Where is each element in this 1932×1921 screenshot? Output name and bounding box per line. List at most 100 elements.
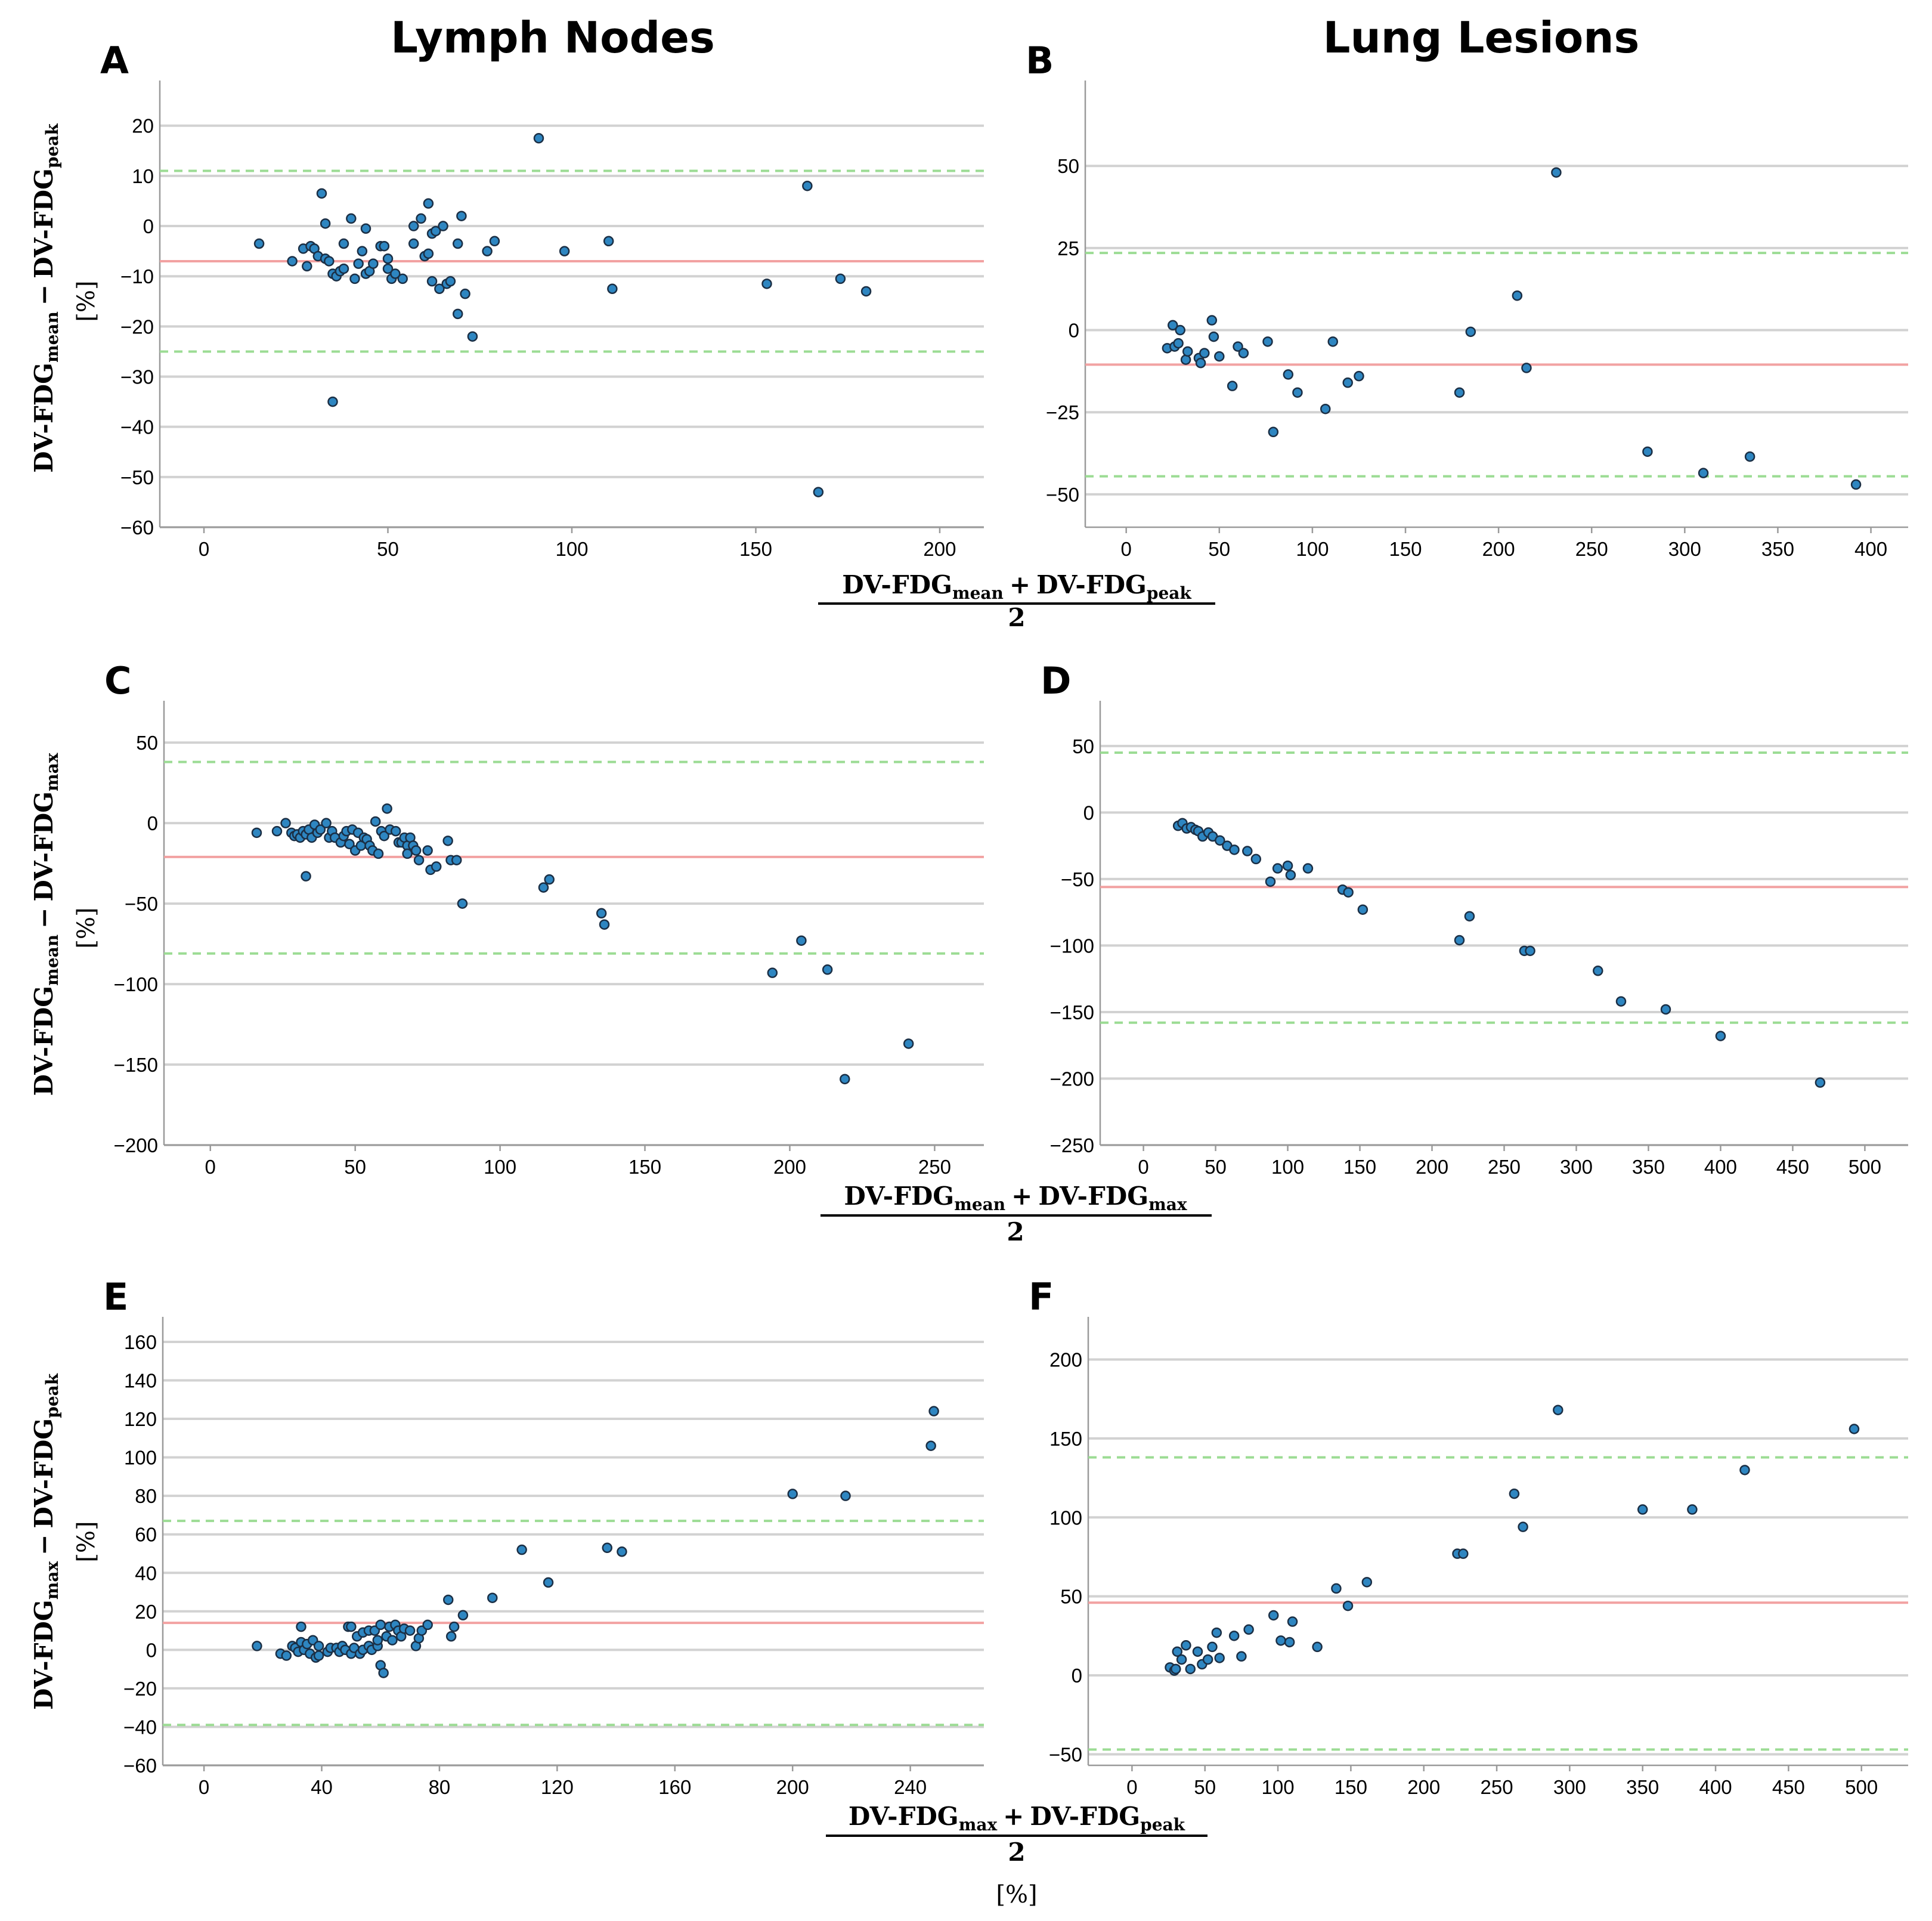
- x-tick-label-f: 500: [1845, 1776, 1878, 1798]
- data-point-b: [1744, 451, 1755, 462]
- y-unit-row-3-text: [%]: [73, 1521, 100, 1562]
- data-point-d: [1454, 935, 1465, 946]
- data-point-f: [1268, 1610, 1279, 1621]
- column-title-lymph-nodes: Lymph Nodes: [391, 13, 715, 63]
- x-tick-label-f: 300: [1553, 1776, 1586, 1798]
- x-tick-label-f: 200: [1407, 1776, 1440, 1798]
- data-point-a: [346, 213, 357, 224]
- x-label-row-3: DV-FDGmax + DV-FDGpeak 2 [%]: [826, 1802, 1208, 1908]
- data-point-a: [489, 236, 500, 247]
- x-tick-label-f: 350: [1626, 1776, 1659, 1798]
- y-tick-label-f: 50: [1060, 1586, 1082, 1608]
- data-point-e: [617, 1546, 627, 1557]
- data-point-a: [482, 246, 493, 256]
- data-point-b: [1521, 363, 1532, 373]
- data-point-f: [1849, 1424, 1860, 1434]
- x-tick-label-d: 400: [1704, 1156, 1737, 1178]
- data-point-c: [410, 845, 422, 856]
- y-label-row-3-formula: DV-FDGmax−DV-FDGpeak: [29, 1373, 62, 1710]
- data-point-a: [382, 263, 394, 274]
- data-point-c: [315, 824, 326, 835]
- data-point-e: [442, 1594, 454, 1606]
- data-point-f: [1192, 1646, 1203, 1657]
- data-point-c: [373, 848, 384, 859]
- x-tick-label-d: 50: [1205, 1156, 1227, 1178]
- data-point-d: [1272, 863, 1283, 874]
- data-point-a: [533, 133, 544, 144]
- y-tick-label-d: −200: [1050, 1068, 1094, 1090]
- x-label-row-1-denominator: 2: [1008, 603, 1025, 632]
- y-tick-label-a: 20: [132, 115, 154, 137]
- data-point-f: [1331, 1583, 1342, 1594]
- data-point-d: [1265, 876, 1276, 887]
- y-label-row-1: DV-FDGmean−DV-FDGpeak: [29, 123, 62, 473]
- y-tick-label-e: 100: [124, 1447, 157, 1469]
- y-unit-row-1-text: [%]: [73, 280, 100, 321]
- y-tick-label-e: −40: [123, 1716, 157, 1738]
- data-point-d: [1525, 945, 1535, 957]
- data-point-c: [413, 855, 425, 865]
- data-point-f: [1284, 1637, 1295, 1648]
- data-point-a: [408, 221, 419, 231]
- y-tick-label-e: 160: [124, 1331, 157, 1353]
- data-point-a: [434, 283, 445, 295]
- data-point-c: [451, 855, 462, 865]
- data-point-a: [327, 396, 338, 407]
- y-tick-label-e: 80: [135, 1485, 157, 1507]
- data-point-f: [1342, 1600, 1354, 1611]
- data-point-b: [1180, 354, 1191, 365]
- x-label-row-1-numerator: DV-FDGmean + DV-FDGpeak: [842, 570, 1191, 603]
- data-point-e: [281, 1650, 292, 1661]
- x-tick-label-f: 450: [1772, 1776, 1805, 1798]
- data-point-f: [1211, 1627, 1222, 1638]
- data-point-a: [349, 273, 360, 284]
- x-tick-label-d: 250: [1488, 1156, 1521, 1178]
- y-tick-label-a: −10: [120, 265, 154, 287]
- data-point-b: [1214, 351, 1225, 362]
- x-tick-label-d: 350: [1632, 1156, 1665, 1178]
- x-tick-label-a: 150: [739, 538, 772, 560]
- data-point-e: [543, 1577, 554, 1588]
- data-point-e: [445, 1631, 457, 1642]
- data-point-b: [1354, 370, 1364, 382]
- data-point-f: [1553, 1405, 1563, 1415]
- data-point-f: [1202, 1654, 1213, 1665]
- x-tick-label-c: 150: [628, 1156, 661, 1178]
- data-point-b: [1292, 387, 1303, 398]
- data-point-d: [1357, 904, 1368, 915]
- data-point-a: [761, 279, 772, 289]
- data-point-a: [338, 263, 349, 274]
- y-tick-label-e: 120: [124, 1408, 157, 1430]
- panel-letter-e: E: [103, 1275, 128, 1319]
- data-point-a: [423, 198, 434, 209]
- data-point-a: [559, 246, 570, 256]
- data-point-b: [1465, 326, 1476, 338]
- y-tick-label-e: 140: [124, 1370, 157, 1392]
- x-tick-label-f: 100: [1262, 1776, 1295, 1798]
- data-point-a: [426, 276, 438, 287]
- data-point-e: [378, 1668, 389, 1678]
- data-point-f: [1739, 1465, 1750, 1475]
- data-point-b: [1320, 403, 1331, 414]
- y-tick-label-f: 100: [1049, 1507, 1082, 1529]
- data-point-c: [271, 825, 283, 837]
- x-tick-label-f: 250: [1481, 1776, 1513, 1798]
- data-point-b: [1173, 338, 1184, 349]
- y-tick-label-a: −40: [120, 416, 154, 438]
- data-point-c: [422, 845, 433, 856]
- data-point-c: [767, 967, 778, 978]
- data-point-b: [1195, 357, 1206, 369]
- x-label-row-2-numerator: DV-FDGmean + DV-FDGmax: [844, 1181, 1187, 1214]
- data-point-f: [1518, 1521, 1528, 1532]
- x-tick-label-e: 80: [429, 1776, 451, 1798]
- data-point-f: [1243, 1624, 1254, 1635]
- y-label-row-2: DV-FDGmean−DV-FDGmax: [29, 753, 62, 1096]
- y-tick-label-f: 200: [1049, 1348, 1082, 1371]
- data-point-f: [1687, 1504, 1698, 1515]
- x-label-row-3-denominator: 2: [1008, 1838, 1025, 1867]
- x-tick-label-d: 100: [1271, 1156, 1304, 1178]
- y-tick-label-b: 25: [1057, 237, 1079, 259]
- y-tick-label-d: −150: [1050, 1001, 1094, 1023]
- data-point-c: [301, 871, 311, 881]
